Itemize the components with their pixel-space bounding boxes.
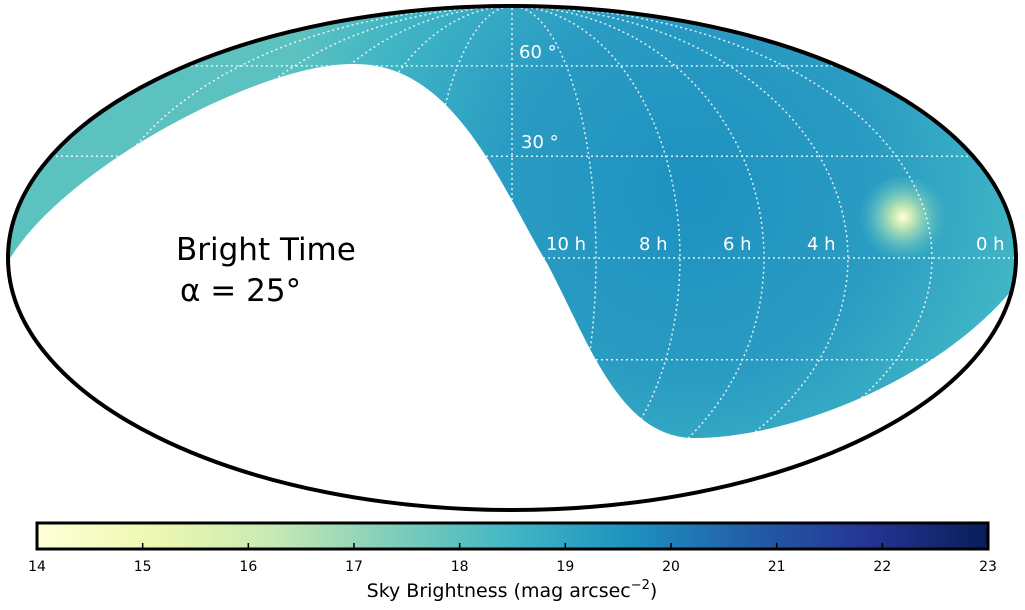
colorbar-tick-label: 20 bbox=[662, 559, 680, 575]
ra-label-6h: 6 h bbox=[723, 234, 752, 255]
ra-label-10h: 10 h bbox=[546, 234, 586, 255]
ra-label-0h: 0 h bbox=[976, 234, 1005, 255]
annotation-alpha: α = 25° bbox=[180, 273, 301, 309]
colorbar-tick-label: 21 bbox=[768, 559, 786, 575]
graticule-meridian bbox=[259, 6, 513, 510]
ra-label-4h: 4 h bbox=[807, 234, 836, 255]
colorbar-label-close: ) bbox=[650, 580, 657, 602]
bright-spot bbox=[858, 177, 948, 257]
colorbar-label-exponent: −2 bbox=[631, 578, 650, 593]
observable-region bbox=[8, 6, 1016, 438]
graticule-meridian bbox=[511, 6, 597, 510]
colorbar-ticks: 14 15 16 17 18 19 20 21 22 23 bbox=[28, 543, 997, 575]
colorbar-tick-label: 23 bbox=[979, 559, 997, 575]
colorbar-tick-label: 18 bbox=[451, 559, 469, 575]
colorbar-tick-label: 16 bbox=[239, 559, 257, 575]
graticule-meridian bbox=[511, 6, 765, 510]
annotation-condition: Bright Time bbox=[176, 232, 356, 268]
map-boundary bbox=[6, 4, 1018, 512]
ra-label-8h: 8 h bbox=[639, 234, 668, 255]
colorbar bbox=[35, 521, 990, 551]
dec-label-60: 60 ° bbox=[519, 42, 557, 63]
colorbar-tick-label: 17 bbox=[345, 559, 363, 575]
graticule-meridian bbox=[427, 6, 513, 510]
colorbar-tick-label: 14 bbox=[28, 559, 46, 575]
graticule-meridian bbox=[511, 6, 933, 510]
dec-label-30: 30 ° bbox=[521, 132, 559, 153]
colorbar-tick-label: 15 bbox=[134, 559, 152, 575]
colorbar-tick-label: 19 bbox=[556, 559, 574, 575]
colorbar-label-text: Sky Brightness (mag arcsec bbox=[367, 580, 631, 602]
graticule-meridian bbox=[91, 6, 513, 510]
graticule bbox=[8, 6, 1016, 510]
colorbar-label: Sky Brightness (mag arcsec−2) bbox=[367, 578, 658, 602]
colorbar-tick-label: 22 bbox=[873, 559, 891, 575]
